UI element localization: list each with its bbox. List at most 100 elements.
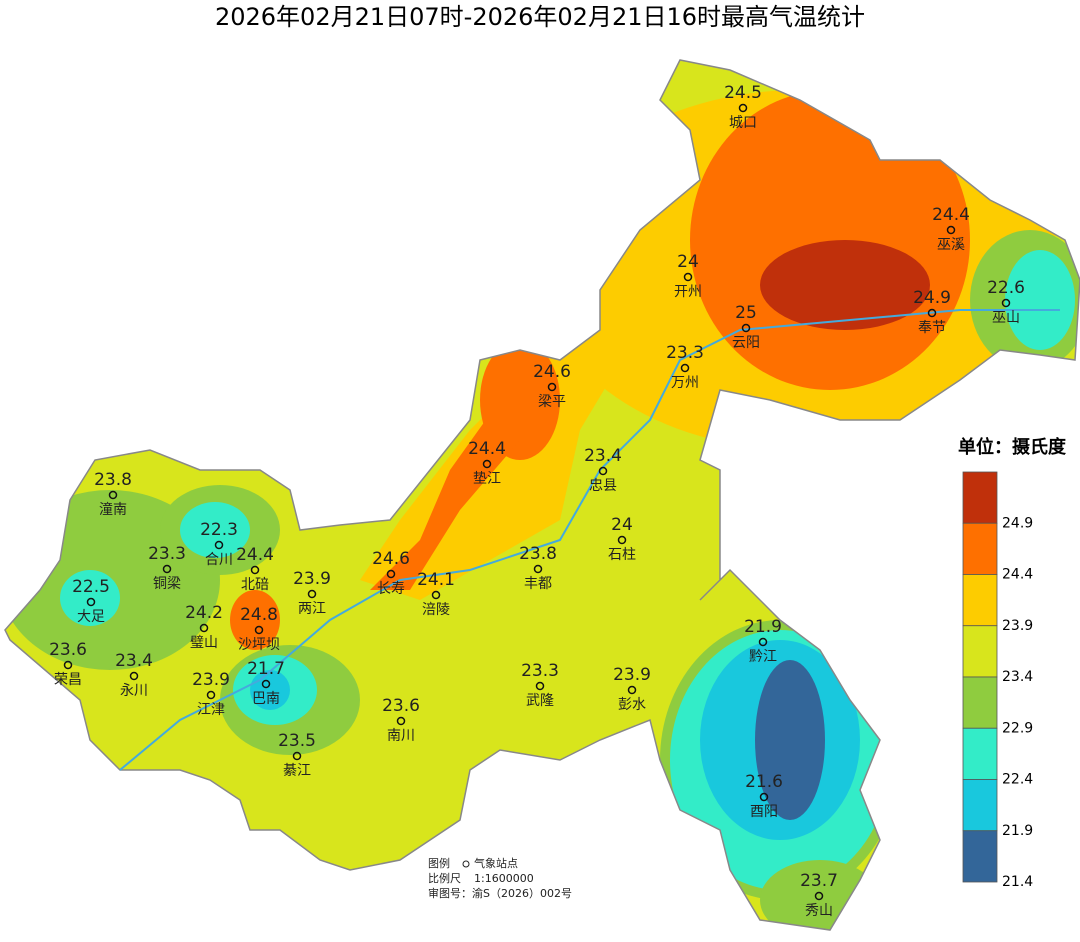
station-name: 两江	[298, 601, 326, 617]
station-name: 荣昌	[54, 672, 82, 688]
station-value: 21.9	[744, 617, 782, 637]
legend-tick-label: 24.9	[1002, 515, 1033, 531]
station-value: 23.3	[666, 343, 704, 363]
station-value: 24.6	[533, 362, 571, 382]
station-marker	[946, 225, 956, 235]
station-marker	[129, 671, 139, 681]
title: 2026年02月21日07时-2026年02月21日16时最高气温统计	[215, 3, 865, 31]
station-name: 云阳	[732, 335, 760, 351]
station-value: 24.8	[240, 605, 278, 625]
map-notes: 图例 气象站点 比例尺 1:1600000 审图号：渝S（2026）002号	[428, 856, 572, 900]
station-name: 巫溪	[937, 237, 965, 253]
legend-swatch	[962, 522, 998, 575]
station-marker	[292, 751, 302, 761]
station-name: 大足	[77, 609, 105, 625]
station-marker	[927, 308, 937, 318]
station-value: 23.3	[521, 661, 559, 681]
station-name: 黔江	[749, 649, 777, 665]
legend-swatch	[962, 727, 998, 780]
station-marker	[206, 690, 216, 700]
legend-tick-label: 21.4	[1002, 874, 1033, 890]
station-name: 永川	[120, 683, 148, 699]
station-name: 北碚	[241, 577, 269, 593]
legend-swatch	[962, 574, 998, 627]
river	[119, 309, 1060, 771]
station-name: 潼南	[99, 501, 127, 518]
legend: 24.9 24.4 23.9 23.4 22.9 22.4 21.9 21.4	[962, 471, 1033, 890]
station-value: 22.6	[987, 278, 1025, 298]
station-marker	[1001, 298, 1011, 308]
station-value: 23.5	[278, 731, 316, 751]
legend-swatch	[962, 779, 998, 832]
station-marker	[86, 597, 96, 607]
legend-tick-label: 21.9	[1002, 823, 1033, 839]
station-marker	[738, 103, 748, 113]
station-marker	[617, 535, 627, 545]
station-marker	[533, 564, 543, 574]
station-marker	[261, 679, 271, 689]
station-value: 25	[735, 303, 757, 323]
station-name: 城口	[729, 115, 757, 131]
station-value: 24.2	[185, 603, 223, 623]
station-marker	[254, 625, 264, 635]
station-marker	[759, 792, 769, 802]
station-value: 24.4	[236, 545, 274, 565]
note: 1:1600000	[474, 872, 534, 885]
station-name: 梁平	[538, 394, 566, 410]
station-marker	[535, 681, 545, 691]
station-marker	[758, 637, 768, 647]
station-value: 23.7	[800, 871, 838, 891]
station-marker	[683, 272, 693, 282]
legend-swatch	[962, 676, 998, 729]
note: 审图号：渝S（2026）002号	[428, 886, 572, 900]
station-name: 长寿	[377, 580, 405, 597]
note: 比例尺	[428, 871, 461, 885]
station-value: 23.9	[192, 670, 230, 690]
station-value: 23.3	[148, 544, 186, 564]
station-value: 24.4	[932, 205, 970, 225]
station-value: 24.5	[724, 83, 762, 103]
station-name: 沙坪坝	[238, 637, 280, 653]
note-icon	[462, 860, 470, 868]
station-marker	[741, 323, 751, 333]
station-marker	[627, 685, 637, 695]
station-name: 丰都	[524, 576, 552, 592]
station-value: 24.9	[913, 288, 951, 308]
station-value: 23.6	[49, 640, 87, 660]
station-value: 23.4	[584, 446, 622, 466]
station-name: 南川	[387, 728, 415, 744]
station-value: 24.4	[468, 439, 506, 459]
station-name: 江津	[197, 702, 225, 718]
station-value: 23.8	[94, 470, 132, 490]
station-marker	[162, 564, 172, 574]
station-marker	[199, 623, 209, 633]
station-marker	[214, 540, 224, 550]
station-value: 23.8	[519, 544, 557, 564]
station-value: 23.9	[293, 569, 331, 589]
station-marker	[386, 569, 396, 579]
station-marker	[680, 363, 690, 373]
station-name: 綦江	[283, 763, 311, 779]
station-name: 巴南	[252, 691, 280, 707]
station-name: 酉阳	[750, 804, 778, 820]
station-marker	[63, 660, 73, 670]
station-name: 奉节	[918, 320, 946, 336]
station-name: 巫山	[992, 310, 1020, 326]
station-name: 合川	[205, 552, 233, 568]
station-name: 万州	[671, 375, 699, 391]
legend-tick-label: 24.4	[1002, 567, 1033, 583]
station-value: 22.5	[72, 577, 110, 597]
station-value: 21.7	[247, 659, 285, 679]
station-name: 璧山	[190, 634, 218, 651]
station-value: 24.6	[372, 549, 410, 569]
station-value: 23.6	[382, 696, 420, 716]
station-value: 24.1	[417, 570, 455, 590]
station-marker	[307, 589, 317, 599]
legend-tick-label: 23.4	[1002, 669, 1033, 685]
station-value: 22.3	[200, 520, 238, 540]
station-marker	[396, 716, 406, 726]
station-name: 彭水	[618, 697, 646, 713]
note: 图例	[428, 856, 450, 870]
station-value: 24	[611, 515, 633, 535]
